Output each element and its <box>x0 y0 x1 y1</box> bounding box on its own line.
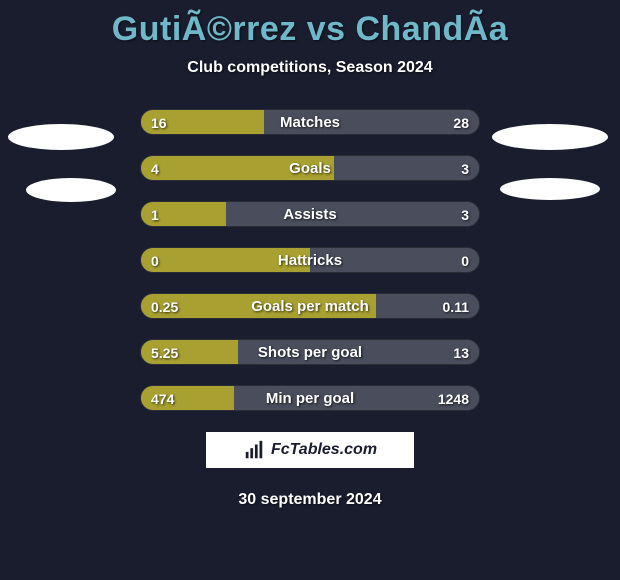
stat-value-left: 5.25 <box>141 340 188 364</box>
player-left-name: GutiÃ©rrez <box>112 10 297 48</box>
ellipse-2 <box>492 124 608 150</box>
stat-value-left: 4 <box>141 156 169 180</box>
stat-value-left: 1 <box>141 202 169 226</box>
bars-icon <box>243 439 265 461</box>
stat-value-right: 3 <box>451 156 479 180</box>
stat-label: Matches <box>141 110 479 134</box>
page-title: GutiÃ©rrez vs ChandÃ­a <box>0 0 620 49</box>
stat-label: Assists <box>141 202 479 226</box>
stat-value-right: 28 <box>443 110 479 134</box>
stat-row-shots-per-goal: Shots per goal5.25 13 <box>140 339 480 365</box>
player-right-name: ChandÃ­a <box>355 10 508 48</box>
stats-container: Matches1628Goals43Assists13Hattricks00Go… <box>140 109 480 411</box>
badge-text: FcTables.com <box>271 441 377 459</box>
stat-value-left: 474 <box>141 386 184 410</box>
ellipse-1 <box>26 178 116 202</box>
stat-row-min-per-goal: Min per goal4741248 <box>140 385 480 411</box>
stat-value-right: 13 <box>443 340 479 364</box>
stat-value-right: 3 <box>451 202 479 226</box>
stat-value-left: 16 <box>141 110 177 134</box>
stat-label: Hattricks <box>141 248 479 272</box>
stat-row-matches: Matches16 28 <box>140 109 480 135</box>
stat-value-left: 0.25 <box>141 294 188 318</box>
stat-value-right: 1248 <box>428 386 479 410</box>
stat-label: Goals per match <box>141 294 479 318</box>
date: 30 september 2024 <box>0 491 620 509</box>
stat-row-goals: Goals4 3 <box>140 155 480 181</box>
ellipse-3 <box>500 178 600 200</box>
source-badge: FcTables.com <box>205 431 415 469</box>
ellipse-0 <box>8 124 114 150</box>
stat-row-goals-per-match: Goals per match0.25 0.11 <box>140 293 480 319</box>
stat-value-right: 0 <box>451 248 479 272</box>
stat-label: Goals <box>141 156 479 180</box>
stat-label: Shots per goal <box>141 340 479 364</box>
vs-separator: vs <box>297 10 356 48</box>
subtitle: Club competitions, Season 2024 <box>0 59 620 77</box>
stat-row-assists: Assists1 3 <box>140 201 480 227</box>
stat-value-right: 0.11 <box>433 294 479 318</box>
stat-value-left: 0 <box>141 248 169 272</box>
stat-row-hattricks: Hattricks0 0 <box>140 247 480 273</box>
